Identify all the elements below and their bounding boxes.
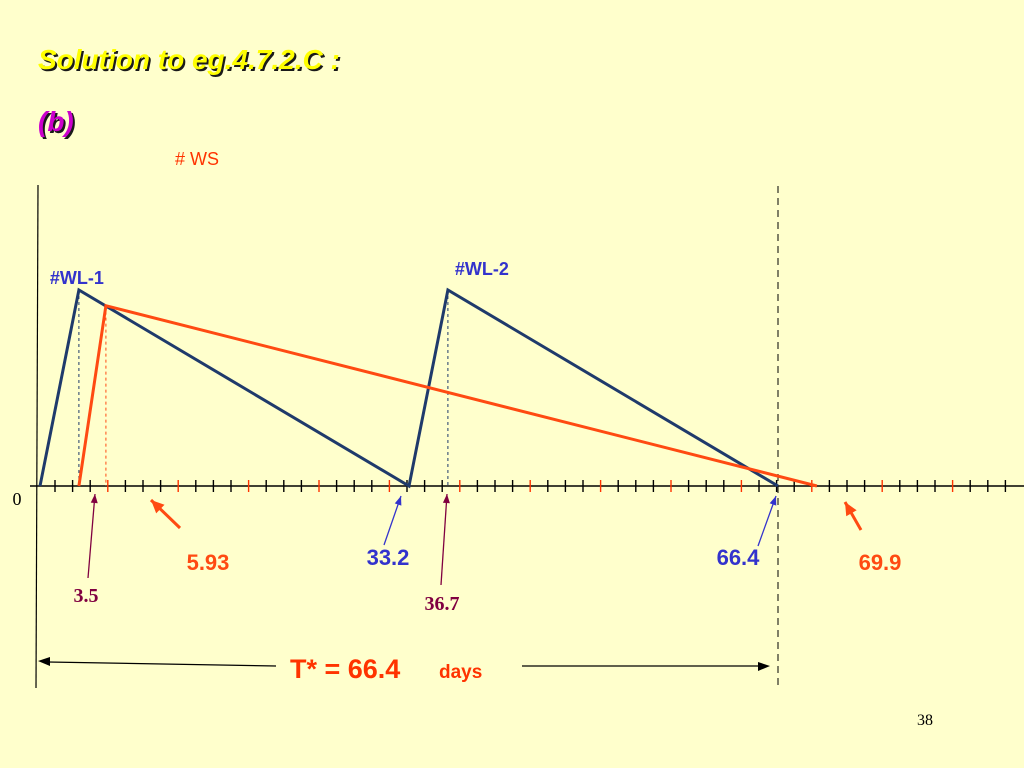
pointer-arrow: [87, 493, 96, 579]
x-value-label: 33.2: [367, 545, 410, 570]
y-axis: [35, 184, 39, 689]
x-value-label: 66.4: [717, 545, 761, 570]
period-arrow-left-shaft: [47, 661, 277, 667]
series-line-2: [77, 303, 818, 488]
arrowhead-icon: [394, 496, 402, 506]
arrowhead-icon: [845, 502, 857, 517]
y-axis-label: # WS: [175, 149, 219, 169]
arrowhead-icon: [769, 496, 777, 506]
arrowhead-right-icon: [758, 662, 770, 671]
origin-label: 0: [13, 489, 22, 509]
arrowhead-icon: [151, 500, 165, 514]
period-unit-label: days: [439, 662, 482, 683]
x-value-label: 5.93: [187, 550, 230, 575]
x-value-label: 3.5: [74, 585, 99, 607]
slide-subtitle: (b): [38, 106, 74, 137]
peak-label: #WL-1: [50, 268, 104, 288]
pointer-arrow: [440, 493, 448, 586]
series-line-1: [38, 287, 779, 489]
period-value-label: T* = 66.4: [290, 654, 400, 684]
page-number: 38: [917, 712, 933, 729]
slide-title: Solution to eg.4.7.2.C :: [38, 44, 340, 75]
x-value-label: 36.7: [425, 593, 460, 615]
arrowhead-icon: [90, 494, 98, 504]
x-value-label: 69.9: [859, 550, 902, 575]
peak-label: #WL-2: [455, 259, 509, 279]
arrowhead-left-icon: [38, 657, 50, 666]
arrowhead-icon: [442, 494, 450, 504]
